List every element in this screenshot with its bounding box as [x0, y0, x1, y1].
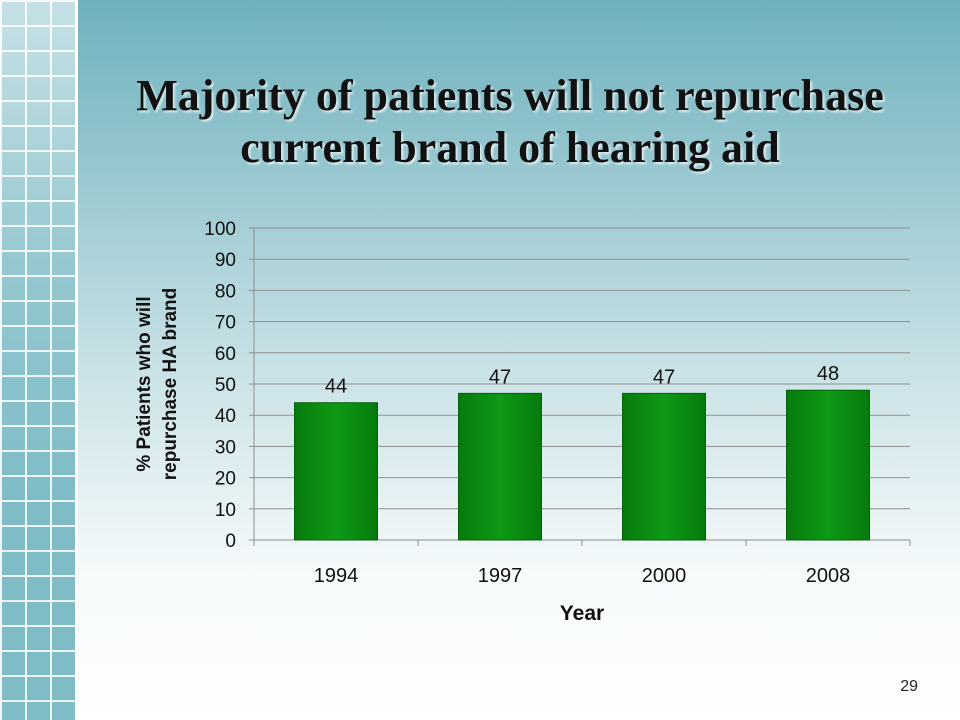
y-axis-title-line-2: repurchase HA brand: [160, 288, 181, 481]
data-label: 48: [817, 363, 839, 385]
x-tick-label: 2008: [806, 565, 851, 587]
y-tick-label: 100: [204, 219, 236, 240]
data-label: 47: [489, 366, 511, 388]
bar: [786, 389, 870, 541]
y-tick-label: 60: [215, 344, 236, 365]
y-tick-label: 30: [215, 437, 236, 458]
y-tick-label: 20: [215, 469, 236, 490]
y-tick-label: 80: [215, 281, 236, 302]
x-tick-label: 2000: [642, 565, 687, 587]
slide-title-line-1: Majority of patients will not repurchase: [136, 71, 884, 120]
y-tick-label: 40: [215, 406, 236, 427]
y-tick-label: 0: [225, 531, 236, 552]
data-label: 44: [325, 376, 347, 398]
data-label: 47: [653, 366, 675, 388]
y-tick-label: 10: [215, 500, 236, 521]
y-tick-label: 70: [215, 313, 236, 334]
strip-divider: [75, 0, 78, 720]
page-number: 29: [900, 678, 918, 695]
y-tick-label: 90: [215, 250, 236, 271]
y-axis-title: % Patients who will repurchase HA brand: [134, 288, 181, 481]
x-tick-label: 1997: [478, 565, 523, 587]
bar: [622, 392, 706, 541]
decorative-grid-strip: [0, 0, 75, 720]
x-tick-label: 1994: [314, 565, 359, 587]
bar: [458, 392, 542, 541]
bar: [294, 402, 378, 541]
slide-title: Majority of patients will not repurchase…: [80, 70, 940, 174]
x-axis-title: Year: [560, 602, 604, 625]
y-tick-label: 50: [215, 375, 236, 396]
y-axis-title-line-1: % Patients who will: [134, 296, 155, 471]
slide-title-line-2: current brand of hearing aid: [240, 123, 780, 172]
